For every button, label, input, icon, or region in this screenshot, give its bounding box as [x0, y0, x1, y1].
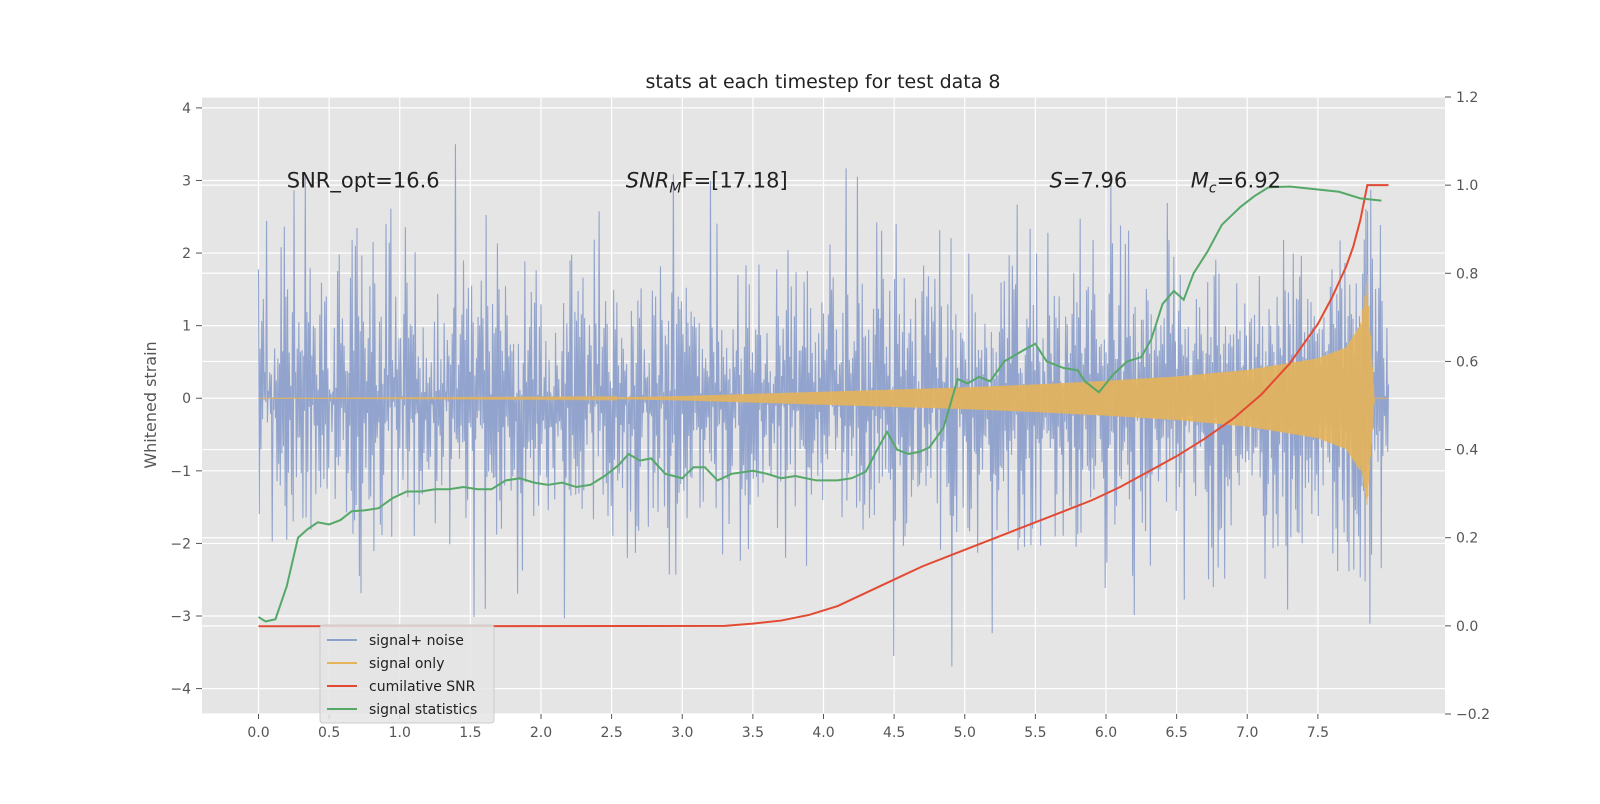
- x-tick-label: 2.5: [600, 725, 622, 741]
- legend: signal+ noise signal only cumilative SNR si…: [319, 624, 495, 724]
- y2-tick-label: −0.2: [1456, 707, 1490, 723]
- y-tick-label: −1: [170, 464, 191, 480]
- y-tick-label: 4: [182, 101, 191, 117]
- series-layer: [257, 144, 1390, 667]
- y-axis-label: Whitened strain: [141, 341, 160, 468]
- y2-tick-label: 0.8: [1456, 266, 1478, 282]
- y-tick-label: 3: [182, 173, 191, 189]
- legend-box: [319, 624, 495, 724]
- signal-only-line: [258, 274, 1389, 505]
- x-tick-label: 1.5: [459, 725, 481, 741]
- x-tick-label: 3.5: [742, 725, 764, 741]
- y2-tick-label: 0.4: [1456, 443, 1478, 459]
- legend-label: signal only: [369, 656, 444, 672]
- signal-statistics-line: [257, 185, 1382, 623]
- y-tick-label: 2: [182, 246, 191, 262]
- chart-title: stats at each timestep for test data 8: [645, 71, 1000, 93]
- x-tick-label: 0.0: [247, 725, 269, 741]
- annotation-mc: Mc=6.92: [1191, 168, 1281, 196]
- annotation-snr-mf: SNRMF=[17.18]: [626, 168, 788, 196]
- axes-layer: 0.0 0.5 1.0 1.5 2.0 2.5 3.0 3.5 4.0 4.5 5.0 5.5 6.0 6…: [170, 90, 1490, 741]
- x-tick-label: 1.0: [389, 725, 411, 741]
- x-tick-label: 5.5: [1024, 725, 1046, 741]
- y-tick-label: −3: [170, 609, 191, 625]
- annotation-snr-opt: SNR_opt=16.6: [287, 168, 440, 193]
- x-tick-label: 5.0: [954, 725, 976, 741]
- y2-tick-label: 1.2: [1456, 90, 1478, 106]
- y-tick-label: −4: [170, 682, 191, 698]
- annotations-layer: SNR_opt=16.6 SNRMF=[17.18] S=7.96 Mc=6.92: [287, 168, 1281, 196]
- x-tick-label: 0.5: [318, 725, 340, 741]
- x-tick-label: 4.5: [883, 725, 905, 741]
- x-tick-label: 6.5: [1165, 725, 1187, 741]
- cumilative-snr-line: [258, 184, 1389, 628]
- x-tick-label: 7.5: [1307, 725, 1329, 741]
- x-tick-label: 4.0: [812, 725, 834, 741]
- y-tick-label: −2: [170, 536, 191, 552]
- y2-tick-label: 1.0: [1456, 178, 1478, 194]
- y-tick-label: 0: [182, 391, 191, 407]
- legend-label: signal+ noise: [369, 633, 464, 649]
- y-tick-label: 1: [182, 319, 191, 335]
- legend-label: cumilative SNR: [369, 679, 476, 695]
- legend-label: signal statistics: [369, 702, 477, 718]
- x-tick-label: 3.0: [671, 725, 693, 741]
- x-tick-label: 2.0: [530, 725, 552, 741]
- x-tick-label: 6.0: [1095, 725, 1117, 741]
- y2-tick-label: 0.6: [1456, 354, 1478, 370]
- annotation-s-stat: S=7.96: [1050, 168, 1128, 192]
- y2-tick-label: 0.2: [1456, 531, 1478, 547]
- y2-tick-label: 0.0: [1456, 619, 1478, 635]
- x-tick-label: 7.0: [1236, 725, 1258, 741]
